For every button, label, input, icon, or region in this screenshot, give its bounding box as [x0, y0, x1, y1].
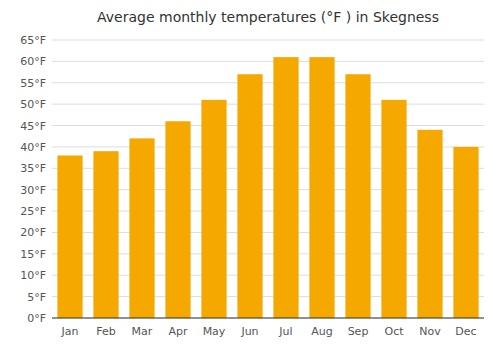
bar — [201, 100, 226, 318]
x-tick-label: Apr — [168, 325, 188, 338]
x-tick-label: Jul — [278, 325, 292, 338]
y-tick-label: 15°F — [20, 248, 46, 261]
y-grid — [52, 40, 484, 318]
grid-line — [52, 82, 484, 83]
y-tick-label: 40°F — [20, 141, 46, 154]
grid-line — [52, 318, 484, 319]
bar — [165, 121, 190, 318]
y-tick-label: 0°F — [27, 312, 46, 325]
bar — [129, 138, 154, 318]
x-tick-label: Aug — [311, 325, 332, 338]
chart-container: Average monthly temperatures (°F ) in Sk… — [0, 0, 500, 350]
x-tick-label: Mar — [132, 325, 153, 338]
bar — [273, 57, 298, 318]
x-axis-line — [52, 318, 484, 319]
grid-line — [52, 125, 484, 126]
x-tick-label: Feb — [96, 325, 115, 338]
y-tick-label: 20°F — [20, 226, 46, 239]
grid-line — [52, 104, 484, 105]
y-tick-label: 45°F — [20, 120, 46, 133]
bar — [345, 74, 370, 318]
bar — [237, 74, 262, 318]
y-tick-label: 25°F — [20, 205, 46, 218]
grid-line — [52, 40, 484, 41]
x-tick-label: Oct — [384, 325, 404, 338]
x-tick-label: Nov — [419, 325, 441, 338]
x-tick-label: Sep — [348, 325, 369, 338]
bar — [309, 57, 334, 318]
chart-svg: Average monthly temperatures (°F ) in Sk… — [0, 0, 500, 350]
y-tick-label: 10°F — [20, 269, 46, 282]
y-tick-label: 5°F — [27, 291, 46, 304]
bars — [57, 57, 478, 318]
bar — [93, 151, 118, 318]
y-tick-label: 35°F — [20, 162, 46, 175]
bar — [381, 100, 406, 318]
y-tick-label: 50°F — [20, 98, 46, 111]
y-tick-label: 55°F — [20, 77, 46, 90]
grid-line — [52, 61, 484, 62]
y-tick-label: 60°F — [20, 55, 46, 68]
x-tick-label: Jan — [61, 325, 79, 338]
chart-title: Average monthly temperatures (°F ) in Sk… — [97, 9, 439, 25]
x-tick-label: Jun — [240, 325, 258, 338]
bar — [417, 130, 442, 318]
bar — [453, 147, 478, 318]
y-tick-label: 65°F — [20, 34, 46, 47]
x-tick-label: Dec — [455, 325, 476, 338]
y-tick-label: 30°F — [20, 184, 46, 197]
x-tick-label: May — [203, 325, 226, 338]
bar — [57, 155, 82, 318]
